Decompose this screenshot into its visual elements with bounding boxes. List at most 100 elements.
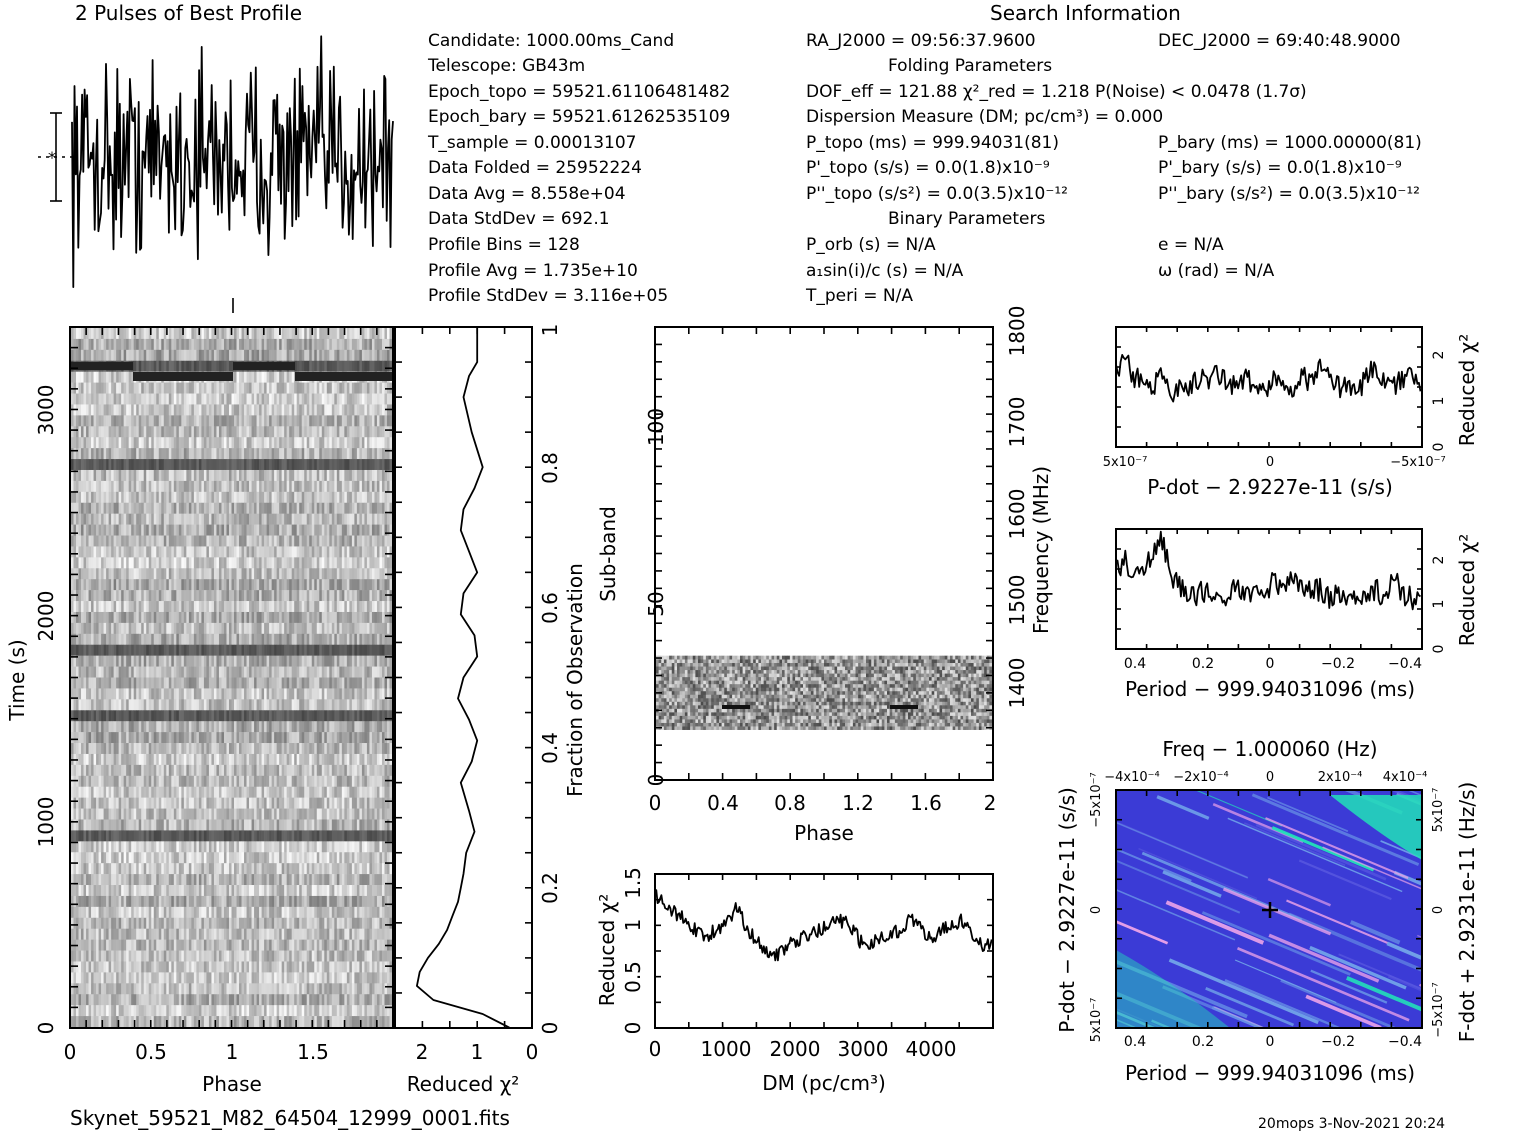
time-phase-cell (299, 360, 303, 372)
time-phase-cell (301, 677, 305, 689)
time-phase-cell (201, 633, 205, 646)
time-phase-cell (291, 404, 295, 416)
time-phase-cell (193, 655, 197, 667)
time-phase-cell (91, 382, 94, 394)
time-phase-cell (146, 732, 150, 744)
time-phase-cell (133, 579, 137, 591)
time-phase-cell (314, 524, 318, 536)
time-phase-cell (386, 655, 390, 667)
time-phase-cell (103, 688, 107, 700)
time-phase-cell (81, 524, 84, 536)
time-phase-cell (106, 666, 109, 678)
time-phase-cell (281, 382, 285, 394)
time-phase-cell (354, 710, 358, 722)
time-phase-cell (294, 601, 298, 613)
time-phase-cell (384, 546, 388, 558)
time-phase-cell (158, 732, 162, 744)
time-phase-cell (244, 655, 247, 667)
time-phase-cell (213, 382, 217, 394)
time-phase-cell (339, 469, 343, 482)
time-phase-cell (121, 579, 124, 591)
time-phase-cell (299, 546, 303, 558)
time-phase-cell (296, 469, 300, 482)
time-phase-cell (138, 622, 142, 635)
time-phase-cell (101, 469, 104, 482)
time-phase-cell (113, 437, 117, 449)
time-phase-cell (153, 699, 157, 711)
time-phase-cell (309, 732, 313, 744)
time-phase-cell (231, 568, 235, 580)
time-phase-cell (168, 666, 172, 678)
time-phase-cell (324, 535, 328, 547)
time-phase-cell (228, 513, 232, 525)
time-phase-cell (246, 633, 250, 646)
time-phase-cell (83, 491, 87, 504)
time-phase-cell (191, 546, 195, 558)
time-phase-cell (271, 611, 275, 624)
time-phase-cell (186, 502, 190, 514)
time-phase-cell (121, 404, 124, 416)
time-phase-cell (249, 393, 252, 405)
time-phase-cell (271, 579, 275, 591)
time-phase-cell (218, 338, 222, 351)
time-phase-cell (93, 611, 97, 624)
time-phase-cell (264, 404, 267, 416)
time-phase-cell (141, 579, 145, 591)
time-phase-cell (291, 535, 295, 547)
time-phase-cell (191, 611, 195, 624)
time-phase-cell (244, 601, 247, 613)
time-phase-cell (96, 688, 99, 700)
time-phase-cell (264, 371, 267, 383)
time-phase-cell (279, 502, 282, 514)
time-phase-cell (86, 633, 89, 646)
time-phase-cell (96, 469, 99, 482)
time-phase-cell (198, 579, 202, 591)
time-phase-cell (329, 513, 333, 525)
time-phase-cell (236, 699, 240, 711)
time-phase-cell (386, 524, 390, 536)
time-phase-cell (226, 633, 230, 646)
time-phase-cell (309, 644, 313, 656)
time-phase-cell (251, 721, 255, 733)
time-phase-cell (356, 491, 360, 504)
time-phase-cell (231, 601, 235, 613)
time-phase-cell (344, 601, 348, 613)
time-phase-cell (88, 338, 92, 351)
time-phase-cell (354, 622, 358, 635)
time-phase-cell (266, 448, 270, 460)
time-phase-cell (344, 568, 348, 580)
time-phase-cell (239, 437, 242, 449)
time-phase-cell (384, 535, 388, 547)
time-phase-cell (276, 338, 280, 351)
time-phase-cell (314, 360, 318, 372)
time-phase-cell (234, 448, 237, 460)
time-phase-cell (156, 699, 160, 711)
time-phase-cell (188, 655, 192, 667)
time-phase-cell (148, 590, 152, 602)
time-phase-cell (226, 579, 230, 591)
time-phase-cell (153, 426, 157, 438)
time-phase-cell (196, 699, 200, 711)
time-phase-cell (336, 721, 340, 733)
time-phase-cell (188, 710, 192, 722)
time-phase-cell (304, 469, 308, 482)
time-phase-cell (228, 655, 232, 667)
time-phase-cell (284, 502, 287, 514)
time-phase-cell (206, 732, 210, 744)
time-phase-cell (198, 491, 202, 504)
time-phase-cell (366, 699, 370, 711)
time-phase-cell (336, 590, 340, 602)
time-phase-cell (371, 415, 375, 427)
time-phase-cell (326, 568, 330, 580)
time-phase-cell (384, 601, 388, 613)
time-phase-cell (206, 743, 210, 755)
time-phase-cell (228, 469, 232, 482)
time-phase-cell (376, 557, 380, 569)
time-phase-cell (249, 459, 252, 471)
time-phase-cell (329, 633, 333, 646)
time-phase-cell (374, 699, 378, 711)
time-phase-cell (106, 524, 109, 536)
time-phase-cell (211, 611, 215, 624)
time-phase-cell (71, 469, 74, 482)
time-phase-cell (271, 622, 275, 635)
